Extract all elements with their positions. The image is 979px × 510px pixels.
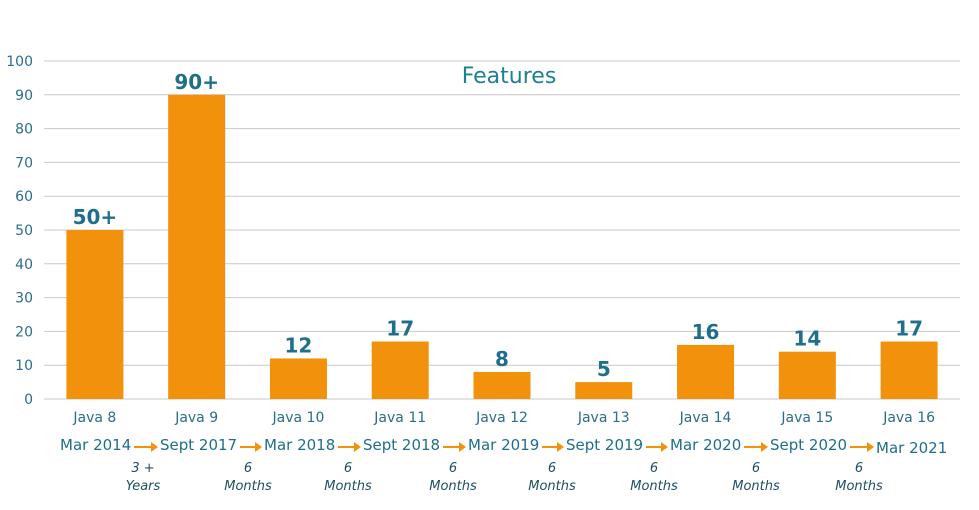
bar bbox=[473, 371, 531, 399]
timeline-arrow bbox=[338, 442, 361, 452]
interval-label: 6 Months bbox=[313, 460, 383, 496]
y-tick-label: 100 bbox=[6, 54, 33, 70]
x-tick-label: Java 8 bbox=[72, 410, 116, 426]
timeline-arrow bbox=[850, 442, 874, 452]
x-tick-label: Java 13 bbox=[577, 410, 630, 426]
bar bbox=[269, 358, 327, 399]
data-label: 14 bbox=[793, 327, 821, 351]
timeline-arrow bbox=[240, 442, 262, 452]
interval-amount: 6 bbox=[343, 461, 353, 476]
x-tick-label: Java 9 bbox=[174, 410, 218, 426]
x-tick-label: Java 14 bbox=[679, 410, 732, 426]
interval-label: 6 Months bbox=[721, 460, 791, 496]
x-tick-label: Java 12 bbox=[475, 410, 528, 426]
y-tick-label: 30 bbox=[15, 291, 33, 307]
data-label: 12 bbox=[285, 333, 313, 357]
y-tick-label: 80 bbox=[15, 122, 33, 138]
y-tick-label: 50 bbox=[15, 223, 33, 239]
bars bbox=[66, 94, 938, 400]
bar bbox=[575, 382, 633, 399]
release-date: Mar 2021 bbox=[876, 439, 948, 457]
bar bbox=[168, 94, 226, 400]
y-tick-label: 0 bbox=[24, 392, 33, 408]
interval-label: 3 + Years bbox=[108, 460, 178, 496]
interval-label: 6 Months bbox=[824, 460, 894, 496]
chart-title: Features bbox=[462, 64, 557, 89]
data-label: 5 bbox=[597, 357, 611, 381]
release-date: Mar 2014 bbox=[60, 436, 132, 454]
interval-unit: Months bbox=[835, 479, 883, 494]
x-tick-label: Java 15 bbox=[780, 410, 833, 426]
interval-amount: 3 + bbox=[131, 461, 155, 476]
y-tick-label: 40 bbox=[15, 257, 33, 273]
release-date: Sept 2018 bbox=[363, 436, 441, 454]
interval-amount: 6 bbox=[547, 461, 557, 476]
interval-label: 6 Months bbox=[517, 460, 587, 496]
y-tick-label: 70 bbox=[15, 155, 33, 171]
interval-amount: 6 bbox=[751, 461, 761, 476]
bar bbox=[677, 344, 735, 399]
y-tick-label: 10 bbox=[15, 358, 33, 374]
release-date: Sept 2020 bbox=[770, 436, 848, 454]
data-label: 8 bbox=[495, 347, 509, 371]
interval-label: 6 Months bbox=[213, 460, 283, 496]
y-tick-label: 90 bbox=[15, 88, 33, 104]
release-date: Mar 2020 bbox=[670, 436, 742, 454]
bar bbox=[66, 230, 124, 399]
interval-label: 6 Months bbox=[619, 460, 689, 496]
data-label: 17 bbox=[386, 317, 414, 341]
timeline-arrow bbox=[134, 442, 158, 452]
data-label: 17 bbox=[895, 317, 923, 341]
data-label: 50+ bbox=[73, 205, 118, 229]
bar-chart: 0 10 20 30 40 50 60 70 80 90 100 50+ 90+ 12 17 8 5 16 14 1… bbox=[6, 54, 960, 426]
release-date: Sept 2017 bbox=[160, 436, 238, 454]
bar bbox=[371, 341, 429, 399]
release-timeline: Mar 2014 Sept 2017 Mar 2018 Sept 2018 Mar 20… bbox=[0, 430, 979, 510]
interval-unit: Months bbox=[630, 479, 678, 494]
data-labels: 50+ 90+ 12 17 8 5 16 14 17 bbox=[73, 70, 923, 381]
interval-amount: 6 bbox=[243, 461, 253, 476]
y-tick-label: 60 bbox=[15, 189, 33, 205]
y-axis: 0 10 20 30 40 50 60 70 80 90 100 bbox=[6, 54, 33, 408]
interval-unit: Months bbox=[224, 479, 272, 494]
interval-amount: 6 bbox=[649, 461, 659, 476]
x-tick-label: Java 16 bbox=[882, 410, 935, 426]
x-axis: Java 8 Java 9 Java 10 Java 11 Java 12 Java 13… bbox=[72, 410, 935, 426]
data-label: 16 bbox=[692, 320, 720, 344]
release-date: Mar 2019 bbox=[468, 436, 540, 454]
timeline-arrow bbox=[542, 442, 564, 452]
interval-unit: Months bbox=[528, 479, 576, 494]
interval-unit: Months bbox=[324, 479, 372, 494]
timeline-arrow bbox=[744, 442, 768, 452]
bar bbox=[880, 341, 938, 399]
x-tick-label: Java 10 bbox=[272, 410, 325, 426]
x-tick-label: Java 11 bbox=[373, 410, 426, 426]
bar bbox=[778, 351, 836, 399]
interval-unit: Years bbox=[125, 479, 161, 494]
data-label: 90+ bbox=[174, 70, 219, 94]
timeline-arrow bbox=[646, 442, 668, 452]
interval-label: 6 Months bbox=[418, 460, 488, 496]
release-date: Sept 2019 bbox=[566, 436, 644, 454]
interval-unit: Months bbox=[429, 479, 477, 494]
interval-unit: Months bbox=[732, 479, 780, 494]
timeline-arrow bbox=[443, 442, 466, 452]
interval-amount: 6 bbox=[854, 461, 864, 476]
release-date: Mar 2018 bbox=[264, 436, 336, 454]
interval-amount: 6 bbox=[448, 461, 458, 476]
y-tick-label: 20 bbox=[15, 324, 33, 340]
